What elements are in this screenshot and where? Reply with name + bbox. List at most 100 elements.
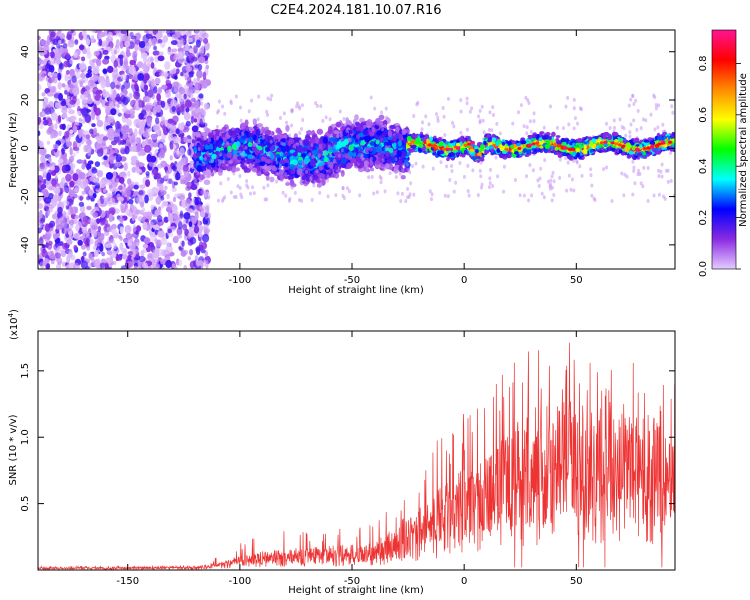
spectrogram-cell bbox=[137, 73, 145, 81]
spectrogram-cell bbox=[154, 209, 161, 218]
spectrogram-cell bbox=[43, 205, 49, 212]
spectrogram-cell bbox=[46, 172, 52, 182]
spectrogram-cell bbox=[38, 130, 41, 137]
spectrogram-cell bbox=[104, 78, 110, 87]
spectrogram-cell bbox=[103, 155, 108, 160]
spectrogram-cell bbox=[519, 103, 523, 108]
spectrogram-cell bbox=[129, 114, 135, 119]
spectrogram-cell bbox=[56, 150, 63, 157]
spectrogram-cell bbox=[123, 80, 131, 90]
spectrogram-cell bbox=[86, 139, 93, 146]
spectrogram-cell bbox=[386, 158, 392, 164]
spectrogram-cell bbox=[147, 252, 154, 258]
spectrogram-cell bbox=[162, 119, 169, 126]
spectrogram-cell bbox=[97, 225, 102, 233]
spectrogram-cell bbox=[191, 125, 199, 133]
spectrogram-cell bbox=[229, 190, 233, 195]
spectrogram-cell bbox=[118, 185, 123, 191]
spectrogram-cell bbox=[161, 133, 166, 140]
spectrogram-cell bbox=[176, 149, 180, 155]
spectrogram-cell bbox=[378, 114, 385, 121]
spectrogram-cell bbox=[299, 127, 303, 132]
spectrogram-cell bbox=[252, 118, 257, 124]
spectrogram-cell bbox=[275, 153, 281, 159]
spectrogram-cell bbox=[252, 142, 256, 147]
spectrogram-cell bbox=[56, 245, 64, 253]
spectrogram-cell bbox=[189, 208, 193, 213]
spectrogram-cell bbox=[217, 162, 221, 167]
spectrogram-cell bbox=[179, 37, 185, 45]
spectrogram-cell bbox=[166, 241, 171, 248]
spectrogram-cell bbox=[48, 30, 54, 36]
spectrogram-cell bbox=[149, 76, 153, 81]
spectrogram-cell bbox=[120, 247, 128, 253]
spectrogram-cell bbox=[196, 70, 203, 79]
spectrogram-cell bbox=[153, 45, 158, 51]
spectrogram-cell bbox=[138, 122, 144, 130]
spectrogram-cell bbox=[54, 123, 58, 130]
spectrogram-cell bbox=[103, 188, 107, 193]
spectrogram-cell bbox=[121, 254, 129, 260]
spectrogram-cell bbox=[188, 227, 195, 233]
spectrogram-cell bbox=[58, 130, 62, 137]
spectrogram-cell bbox=[207, 195, 211, 200]
spectrogram-cell bbox=[195, 104, 199, 109]
spectrogram-cell bbox=[184, 43, 190, 52]
spectrogram-cell bbox=[178, 195, 186, 201]
spectrogram-cell bbox=[361, 157, 365, 162]
spectrogram-cell bbox=[203, 259, 207, 267]
spectrogram-cell bbox=[186, 30, 192, 38]
spectrogram-cell bbox=[287, 175, 294, 180]
spectrogram-cell bbox=[69, 57, 74, 65]
spectrogram-cell bbox=[502, 189, 506, 194]
spectrogram-cell bbox=[69, 146, 73, 156]
spectrogram-cell bbox=[78, 128, 85, 137]
spectrogram-cell bbox=[108, 102, 114, 108]
spectrogram-cell bbox=[195, 39, 201, 48]
spectrogram-cell bbox=[185, 120, 191, 127]
spectrogram-cell bbox=[128, 128, 133, 137]
spectrogram-cell bbox=[190, 115, 195, 124]
spectrogram-cell bbox=[466, 189, 470, 194]
spectrogram-cell bbox=[114, 30, 120, 34]
spectrogram-cell bbox=[175, 128, 180, 135]
spectrogram-cell bbox=[119, 226, 124, 235]
spectrogram-cell bbox=[264, 126, 269, 131]
spectrogram-cell bbox=[99, 147, 104, 156]
spectrogram-cell bbox=[196, 165, 203, 172]
spectrogram-cell bbox=[269, 176, 275, 183]
spectrogram-cell bbox=[248, 133, 254, 138]
spectrogram-cell bbox=[142, 95, 150, 103]
spectrogram-cell bbox=[476, 193, 480, 198]
spectrogram-cell bbox=[166, 193, 170, 200]
spectrogram-cell bbox=[158, 51, 164, 56]
spectrogram-cell bbox=[122, 96, 129, 105]
spectrogram-cell bbox=[113, 132, 121, 137]
spectrogram-cell bbox=[465, 96, 469, 101]
spectrogram-cell bbox=[96, 218, 101, 224]
spectrogram-cell bbox=[580, 173, 584, 178]
spectrogram-cell bbox=[103, 231, 110, 236]
spectrogram-cell bbox=[38, 237, 44, 246]
spectrogram-cell bbox=[134, 257, 139, 265]
spectrogram-cell bbox=[354, 114, 359, 121]
spectrogram-cell bbox=[114, 96, 122, 102]
spectrogram-cell bbox=[199, 118, 203, 127]
spectrogram-cell bbox=[279, 173, 284, 179]
spectrogram-cell bbox=[174, 31, 181, 39]
spectrogram-cell bbox=[164, 61, 171, 70]
spectrogram-cell bbox=[167, 118, 174, 124]
spectrogram-cell bbox=[107, 65, 114, 74]
spectrogram-cell bbox=[185, 66, 193, 72]
spectrogram-cell bbox=[375, 139, 380, 145]
spectrogram-cell bbox=[155, 32, 163, 39]
spectrogram-cell bbox=[126, 261, 134, 268]
spectrogram-cell bbox=[146, 153, 152, 163]
spectrogram-cell bbox=[85, 231, 90, 238]
spectrogram-cell bbox=[136, 241, 140, 247]
spectrogram-cell bbox=[661, 122, 665, 127]
spectrogram-cell bbox=[51, 85, 57, 94]
spectrogram-cell bbox=[68, 189, 75, 198]
spectrogram-cell bbox=[81, 224, 88, 234]
spectrogram-cell bbox=[639, 126, 643, 131]
